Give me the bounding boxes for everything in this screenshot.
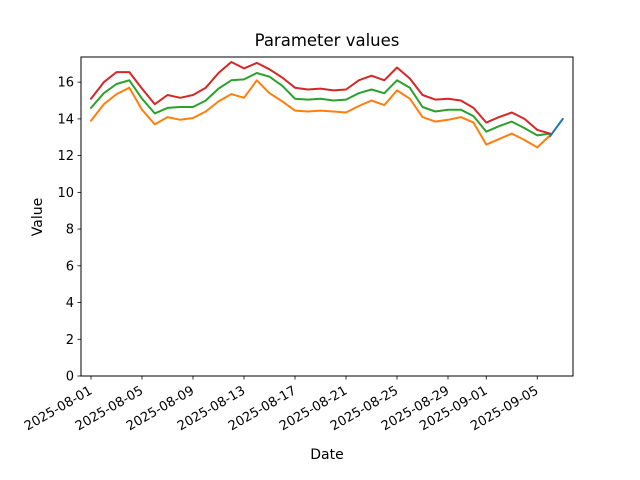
y-axis-ticks: 0 2 4 6 8 10 12 14 16	[57, 76, 81, 385]
series-red	[90, 61, 551, 135]
x-axis-ticks: 2025-08-012025-08-052025-08-092025-08-13…	[22, 376, 541, 434]
y-tick-label: 4	[66, 296, 74, 311]
y-tick-label: 10	[57, 186, 74, 201]
y-tick-label: 6	[66, 259, 74, 274]
y-tick-label: 2	[66, 333, 74, 348]
y-tick-label: 14	[57, 112, 74, 127]
y-tick-label: 0	[66, 370, 74, 385]
series-green	[90, 72, 551, 137]
chart-title: Parameter values	[255, 31, 400, 50]
y-tick-label: 16	[57, 76, 74, 91]
series-blue	[549, 117, 564, 138]
x-axis-label: Date	[310, 447, 343, 463]
y-tick-label: 12	[57, 149, 74, 164]
plot-series	[90, 61, 564, 149]
series-orange	[90, 79, 551, 149]
y-axis-label: Value	[30, 198, 46, 236]
y-tick-label: 8	[66, 223, 74, 238]
plot-frame	[80, 56, 574, 377]
